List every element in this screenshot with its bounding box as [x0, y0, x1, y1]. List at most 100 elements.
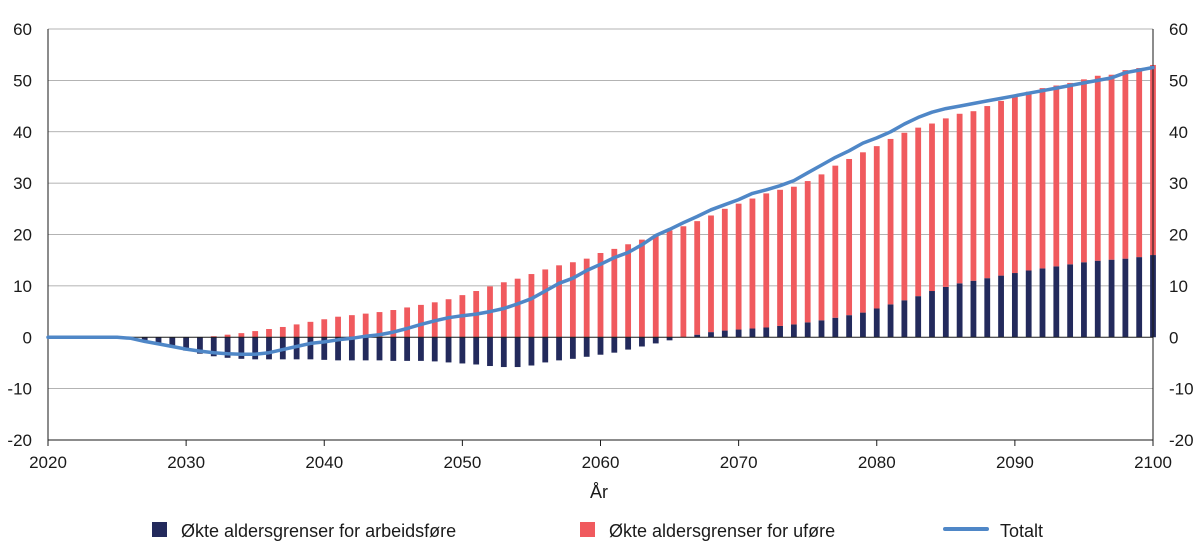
bar-arbeidsfore [321, 337, 328, 360]
bar-arbeidsfore [1122, 258, 1129, 338]
bar-ufore [335, 316, 341, 338]
bar-ufore [915, 127, 922, 297]
bar-arbeidsfore [335, 337, 341, 361]
bar-arbeidsfore [224, 337, 231, 358]
bar-arbeidsfore [749, 328, 756, 338]
bar-ufore [1011, 95, 1018, 274]
line-totalt [46, 65, 1155, 356]
bar-arbeidsfore [708, 332, 714, 338]
legend-label-totalt: Totalt [1000, 521, 1043, 541]
x-tick-label: 2070 [720, 453, 758, 472]
bar-arbeidsfore [431, 337, 438, 362]
y-tick-label-left: -20 [7, 431, 32, 450]
bar-ufore [293, 324, 300, 338]
bar-ufore [542, 269, 549, 338]
bar-ufore [569, 262, 576, 338]
bar-ufore [1067, 82, 1074, 265]
bar-ufore [749, 198, 756, 329]
bar-arbeidsfore [998, 275, 1004, 338]
bar-ufore [528, 274, 535, 338]
bar-arbeidsfore [487, 337, 493, 367]
bar-arbeidsfore [362, 337, 369, 361]
bar-ufore [1053, 85, 1060, 267]
bar-arbeidsfore [556, 337, 562, 361]
bar-ufore [970, 111, 977, 281]
y-tick-label-right: 50 [1169, 71, 1188, 90]
bar-ufore [680, 226, 687, 338]
bar-arbeidsfore [1053, 266, 1060, 338]
bar-ufore [390, 310, 397, 338]
x-tick-label: 2040 [305, 453, 343, 472]
bar-arbeidsfore [666, 337, 673, 341]
y-tick-label-right: 60 [1169, 20, 1188, 39]
bar-arbeidsfore [210, 337, 217, 357]
bar-arbeidsfore [694, 334, 701, 338]
bar-arbeidsfore [459, 337, 466, 364]
bar-ufore [597, 252, 604, 338]
bar-ufore [708, 215, 714, 333]
bar-ufore [362, 313, 369, 338]
y-tick-label-left: 20 [13, 226, 32, 245]
bar-arbeidsfore [183, 337, 190, 351]
bar-ufore [210, 336, 217, 338]
x-axis-title: År [590, 482, 608, 502]
bar-arbeidsfore [901, 300, 908, 338]
bar-arbeidsfore [390, 337, 397, 361]
bar-arbeidsfore [528, 337, 535, 366]
x-tick-label: 2030 [167, 453, 205, 472]
bar-ufore [860, 152, 866, 313]
bar-arbeidsfore [846, 315, 853, 338]
bar-arbeidsfore [1136, 257, 1143, 338]
bar-ufore [418, 304, 424, 338]
bar-ufore [348, 315, 355, 338]
y-tick-label-right: 10 [1169, 277, 1188, 296]
bar-arbeidsfore [887, 304, 894, 338]
bar-arbeidsfore [1011, 273, 1018, 338]
bar-ufore [625, 244, 632, 338]
bar-arbeidsfore [956, 283, 963, 338]
bar-ufore [735, 203, 742, 330]
bar-arbeidsfore [942, 286, 949, 338]
y-tick-label-left: -10 [7, 380, 32, 399]
bar-arbeidsfore [542, 337, 549, 363]
bar-arbeidsfore [197, 337, 203, 354]
bar-arbeidsfore [832, 317, 839, 338]
bar-ufore [1081, 79, 1087, 263]
bar-ufore [307, 321, 314, 338]
bar-arbeidsfore [1108, 259, 1115, 338]
bar-arbeidsfore [984, 278, 991, 338]
y-tick-label-left: 40 [13, 123, 32, 142]
bar-arbeidsfore [141, 337, 148, 342]
bar-arbeidsfore [1067, 264, 1074, 338]
bar-arbeidsfore [860, 312, 866, 338]
legend: Økte aldersgrenser for arbeidsføre Økte … [152, 521, 1043, 541]
x-tick-label: 2100 [1134, 453, 1172, 472]
bar-arbeidsfore [1025, 270, 1032, 338]
bar-arbeidsfore [970, 280, 977, 338]
y-tick-label-left: 60 [13, 20, 32, 39]
bar-ufore [942, 118, 949, 287]
legend-label-ufore: Økte aldersgrenser for uføre [609, 521, 835, 541]
bar-arbeidsfore [252, 337, 259, 360]
bar-arbeidsfore [169, 337, 176, 348]
bar-ufore [514, 278, 521, 338]
bar-ufore [238, 333, 245, 338]
bar-ufore [1136, 68, 1143, 258]
bar-arbeidsfore [293, 337, 300, 360]
bar-ufore [1025, 91, 1032, 271]
legend-swatch-arbeidsfore [152, 522, 167, 537]
y-tick-label-right: 40 [1169, 123, 1188, 142]
y-tick-label-right: -10 [1169, 380, 1194, 399]
bar-arbeidsfore [735, 329, 742, 338]
bar-arbeidsfore [473, 337, 480, 365]
bar-arbeidsfore [652, 337, 659, 344]
bar-arbeidsfore [238, 337, 245, 359]
y-tick-label-right: 0 [1169, 328, 1178, 347]
bar-arbeidsfore [804, 322, 811, 338]
bar-arbeidsfore [777, 325, 783, 338]
y-tick-label-left: 10 [13, 277, 32, 296]
x-tick-label: 2090 [996, 453, 1034, 472]
bar-ufore [873, 146, 880, 309]
bar-ufore [1094, 75, 1101, 261]
